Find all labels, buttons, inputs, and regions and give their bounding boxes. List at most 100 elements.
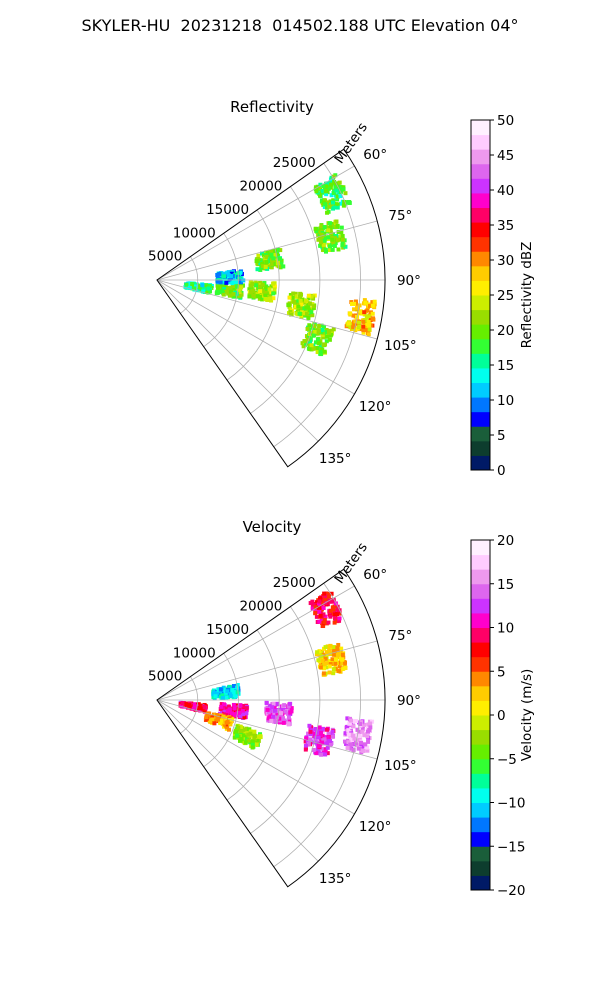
- echo-cell: [317, 324, 322, 329]
- echo-cell: [316, 743, 321, 748]
- echo-cell: [366, 332, 371, 337]
- echo-cell: [286, 704, 291, 709]
- azimuth-tick-label: 90°: [397, 693, 421, 709]
- echo-cell: [312, 330, 317, 335]
- echo-cell: [362, 733, 367, 738]
- echo-cell: [299, 302, 304, 307]
- echo-cell: [215, 690, 220, 695]
- echo-cell: [221, 685, 226, 690]
- echo-cell: [200, 283, 205, 288]
- echo-cell: [341, 666, 346, 671]
- echo-cell: [279, 261, 284, 266]
- colorbar-swatch: [471, 149, 490, 165]
- echo-cell: [255, 294, 260, 299]
- echo-cell: [229, 711, 234, 716]
- echo-cell: [332, 612, 337, 617]
- echo-cell: [324, 189, 329, 194]
- echo-cell: [323, 601, 328, 606]
- echo-cell: [361, 744, 366, 749]
- echo-cell: [348, 325, 353, 330]
- echo-cell: [317, 596, 322, 601]
- echo-cell: [266, 710, 271, 715]
- echo-cell: [360, 726, 365, 731]
- echo-cell: [330, 200, 335, 205]
- echo-cell: [219, 702, 224, 707]
- echo-cell: [370, 300, 375, 305]
- echo-cell: [334, 655, 339, 660]
- colorbar-swatch: [471, 787, 490, 803]
- echo-cell: [328, 228, 333, 233]
- echo-cell: [367, 327, 372, 332]
- echo-cell: [231, 277, 236, 282]
- echo-cell: [358, 309, 363, 314]
- echo-cell: [361, 324, 366, 329]
- echo-cell: [320, 659, 325, 664]
- echo-cell: [314, 614, 319, 619]
- echo-cell: [310, 599, 315, 604]
- echo-cell: [316, 735, 321, 740]
- echo-cell: [213, 694, 218, 699]
- echo-cell: [357, 303, 362, 308]
- echo-cell: [344, 725, 349, 730]
- colorbar-swatch: [471, 397, 490, 413]
- echo-cell: [333, 185, 338, 190]
- echo-cell: [318, 182, 323, 187]
- echo-cell: [225, 709, 230, 714]
- echo-cell: [330, 237, 335, 242]
- echo-cell: [226, 286, 231, 291]
- echo-cell: [217, 271, 222, 276]
- echo-cell: [320, 189, 325, 194]
- echo-cell: [335, 649, 340, 654]
- echo-cell: [335, 612, 340, 617]
- echo-cell: [322, 349, 327, 354]
- echo-cell: [271, 291, 276, 296]
- echo-cell: [318, 733, 323, 738]
- echo-cell: [340, 657, 345, 662]
- echo-cell: [288, 293, 293, 298]
- echo-cell: [329, 175, 334, 180]
- echo-cell: [344, 741, 349, 746]
- echo-cell: [196, 284, 201, 289]
- echo-cell: [324, 339, 329, 344]
- echo-cell: [325, 751, 330, 756]
- colorbar-tick-label: 5: [497, 428, 506, 444]
- colorbar: 0 5 10 15 20 25 30 35 40 45 50 Reflectivity dBZ: [470, 113, 535, 479]
- echo-cell: [362, 312, 367, 317]
- echo-cell: [304, 298, 309, 303]
- echo-cell: [361, 724, 366, 729]
- colorbar-swatch: [471, 295, 490, 311]
- echo-cell: [275, 701, 280, 706]
- echo-cell: [234, 712, 239, 717]
- echo-cell: [252, 729, 257, 734]
- echo-cell: [183, 284, 188, 289]
- echo-cell: [363, 300, 368, 305]
- echo-cell: [269, 252, 274, 257]
- echo-cell: [271, 296, 276, 301]
- echo-cell: [283, 709, 288, 714]
- echo-cell: [230, 688, 235, 693]
- echo-cell: [302, 339, 307, 344]
- echo-cell: [332, 205, 337, 210]
- echo-cell: [317, 649, 322, 654]
- echo-cell: [322, 620, 327, 625]
- colorbar-swatch: [471, 598, 490, 614]
- echo-cell: [207, 289, 212, 294]
- colorbar-swatch: [471, 192, 490, 208]
- echo-cell: [226, 727, 231, 732]
- echo-cell: [224, 289, 229, 294]
- echo-cell: [246, 732, 251, 737]
- echo-cell: [310, 606, 315, 611]
- echo-cell: [339, 661, 344, 666]
- echo-cell: [368, 725, 373, 730]
- echo-cell: [324, 184, 329, 189]
- echo-cell: [325, 745, 330, 750]
- echo-cell: [313, 611, 318, 616]
- echo-cell: [261, 253, 266, 258]
- colorbar-swatch: [471, 831, 490, 847]
- echo-cell: [322, 617, 327, 622]
- echo-cell: [343, 660, 348, 665]
- colorbar-tick-label: 5: [497, 664, 506, 680]
- echo-cell: [318, 737, 323, 742]
- echo-cell: [333, 661, 338, 666]
- echo-cell: [252, 294, 257, 299]
